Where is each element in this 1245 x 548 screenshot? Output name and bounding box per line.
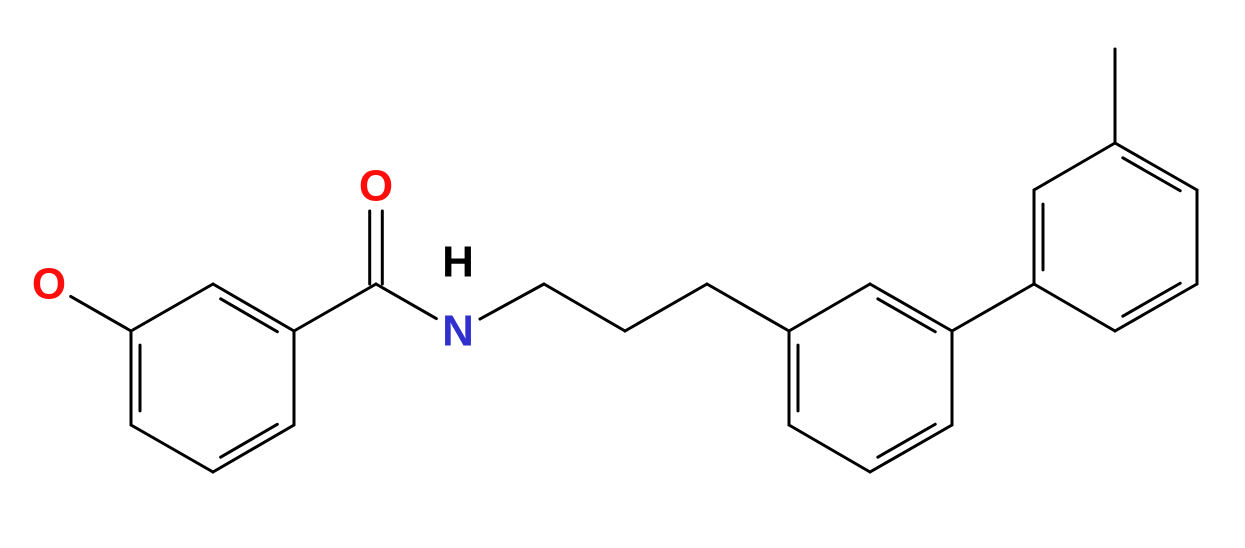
- bond-line: [71, 296, 131, 331]
- bond-line: [625, 284, 707, 331]
- atom-label-o: O: [32, 260, 66, 309]
- atom-label-o: O: [359, 162, 393, 211]
- bond-line: [213, 284, 294, 331]
- bond-line: [870, 425, 952, 472]
- bond-line: [480, 284, 544, 319]
- bond-line: [131, 425, 213, 472]
- bond-line: [1034, 143, 1115, 190]
- bond-line: [789, 284, 870, 331]
- bond-line: [1034, 284, 1115, 331]
- bond-line: [131, 284, 213, 331]
- molecule-canvas: O O NH: [0, 0, 1245, 548]
- bond-line: [707, 284, 789, 331]
- bond-line: [376, 284, 436, 319]
- bond-line: [1115, 284, 1197, 331]
- bond-line: [213, 425, 294, 472]
- bond-line: [952, 284, 1034, 331]
- atom-label-h: H: [442, 238, 474, 287]
- atom-label-n: N: [442, 307, 474, 356]
- bond-line: [870, 284, 952, 331]
- bond-line: [294, 284, 376, 331]
- bond-line: [544, 284, 625, 331]
- bond-line: [789, 425, 870, 472]
- bond-line: [1115, 143, 1197, 190]
